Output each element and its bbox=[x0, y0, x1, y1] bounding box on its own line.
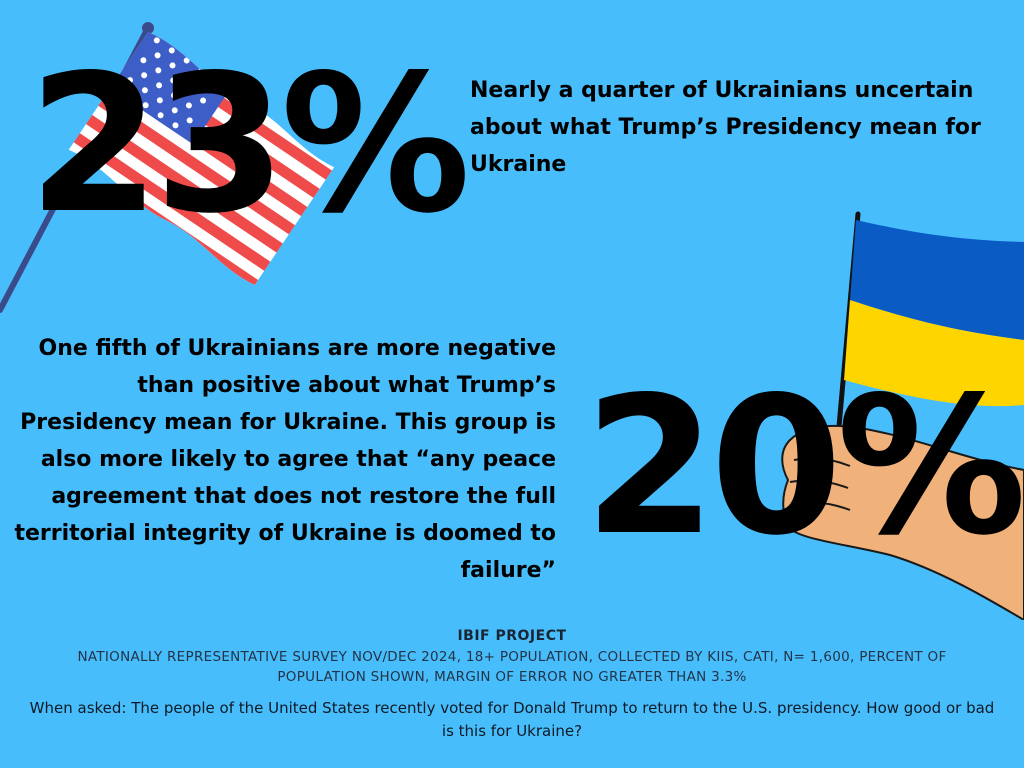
survey-question: When asked: The people of the United Sta… bbox=[29, 699, 995, 740]
stat-bottom-percent: 20% bbox=[584, 356, 1024, 577]
hand-illustration bbox=[770, 420, 1024, 622]
project-name: IBIF PROJECT bbox=[457, 628, 567, 644]
ukraine-flag-icon bbox=[833, 211, 1024, 463]
ukraine-flag-illustration bbox=[760, 200, 1024, 620]
hand-icon bbox=[781, 424, 1024, 622]
heading-negative: One fifth of Ukrainians are more negativ… bbox=[14, 336, 556, 583]
stat-top-percent: 23% bbox=[28, 34, 471, 255]
footer: IBIF PROJECT NATIONALLY REPRESENTATIVE S… bbox=[0, 628, 1024, 743]
methodology-note: NATIONALLY REPRESENTATIVE SURVEY NOV/DEC… bbox=[77, 649, 947, 685]
heading-uncertain: Nearly a quarter of Ukrainians uncertain… bbox=[470, 78, 981, 177]
us-flag-icon bbox=[0, 22, 340, 313]
us-flag-illustration bbox=[0, 0, 360, 330]
